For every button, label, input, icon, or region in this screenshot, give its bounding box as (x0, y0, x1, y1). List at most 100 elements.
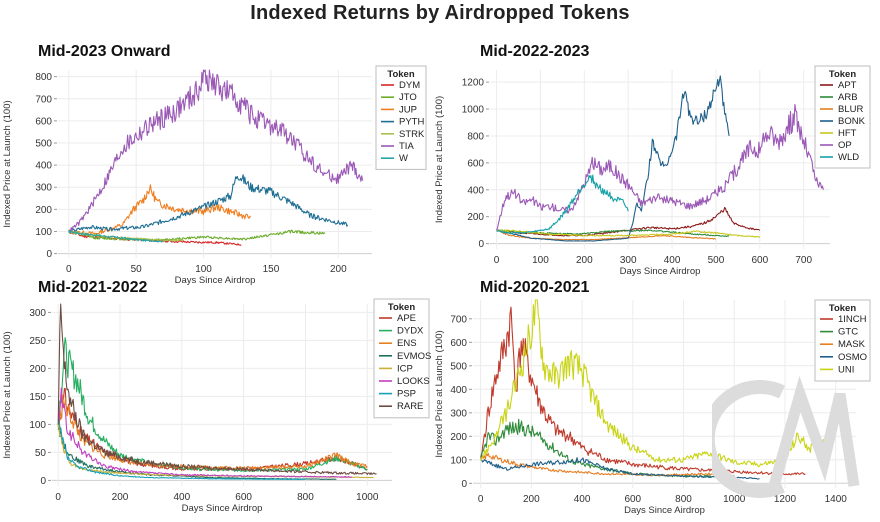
y-axis-label: Indexed Price at Launch (100) (434, 330, 445, 457)
series-line-osmo (480, 457, 760, 480)
x-axis-label: Days Since Airdrop (175, 275, 256, 286)
y-tick-label: 200 (29, 364, 46, 375)
panel-title: Mid-2022-2023 (480, 43, 589, 60)
y-tick-label: 100 (29, 420, 46, 431)
x-tick-label: 0 (478, 494, 484, 505)
y-tick-label: 200 (450, 432, 467, 443)
x-axis-label: Days Since Airdrop (620, 266, 701, 277)
x-tick-label: 200 (112, 492, 129, 503)
series-line-pyth (68, 174, 349, 233)
legend-entry: HFT (838, 128, 857, 139)
legend-entry: W (399, 153, 408, 164)
legend-entry: GTC (838, 327, 858, 338)
series-line-op (496, 103, 824, 231)
legend-entry: BONK (838, 116, 866, 127)
y-tick-label: 600 (467, 158, 484, 169)
legend-entry: ARB (838, 92, 858, 103)
panel-title: Mid-2020-2021 (480, 279, 589, 296)
legend-entry: 1INCH (838, 314, 867, 325)
series-line-mask (480, 452, 735, 478)
y-tick-label: 600 (450, 338, 467, 349)
y-tick-label: 400 (467, 185, 484, 196)
series-line-w (68, 230, 164, 243)
legend-entry: JUP (399, 104, 417, 115)
x-tick-label: 800 (675, 494, 692, 505)
y-axis-label: Indexed Price at Launch (100) (434, 96, 445, 223)
x-tick-label: 100 (195, 264, 212, 275)
series-line-hft (496, 229, 760, 238)
y-axis-label: Indexed Price at Launch (100) (2, 100, 13, 227)
legend-entry: UNI (838, 364, 854, 375)
legend-entry: APT (838, 80, 857, 91)
y-tick-label: 100 (450, 455, 467, 466)
y-tick-label: 0 (40, 476, 46, 487)
series-line-dydx (57, 337, 368, 472)
legend-entry: DYDX (397, 326, 424, 337)
x-tick-label: 400 (664, 255, 681, 266)
y-tick-label: 700 (450, 314, 467, 325)
series-line-1inch (480, 306, 806, 476)
x-tick-label: 200 (523, 494, 540, 505)
x-tick-label: 600 (235, 492, 252, 503)
y-tick-label: 0 (46, 249, 52, 260)
series-line-tia (68, 69, 364, 234)
legend-entry: WLD (838, 152, 859, 163)
legend-entry: MASK (838, 339, 866, 350)
x-tick-label: 100 (532, 255, 549, 266)
series-line-wld (496, 174, 629, 235)
legend-entry: DYM (399, 80, 420, 91)
panel-1: Mid-2023 Onward0100200300400500600700800… (2, 43, 427, 286)
legend-entry: PSP (397, 389, 416, 400)
panel-3: Mid-2021-2022 0 50 100 150 200 250 300 0 200 400 60… (2, 279, 431, 514)
legend-entry: RARE (397, 401, 423, 412)
series-line-jup (68, 184, 252, 235)
legend-entry: JTO (399, 92, 417, 103)
y-tick-label: 300 (450, 408, 467, 419)
x-tick-label: 800 (297, 492, 314, 503)
y-tick-label: 50 (35, 448, 47, 459)
series-line-uni (480, 299, 829, 468)
legend-title: Token (829, 303, 856, 314)
legend-entry: EVMOS (397, 351, 431, 362)
legend-box (375, 65, 427, 170)
series-line-bonk (496, 75, 730, 242)
x-tick-label: 200 (576, 255, 593, 266)
y-tick-label: 500 (450, 361, 467, 372)
x-tick-label: 600 (751, 255, 768, 266)
x-tick-label: 1000 (723, 494, 746, 505)
series-line-ens (57, 394, 368, 470)
legend-entry: BLUR (838, 104, 863, 115)
legend-box (814, 65, 871, 169)
series-line-arb (496, 229, 730, 238)
y-tick-label: 700 (35, 94, 52, 105)
x-tick-label: 600 (624, 494, 641, 505)
y-tick-label: 400 (35, 161, 52, 172)
y-tick-label: 200 (35, 205, 52, 216)
series-line-psp (57, 421, 306, 480)
y-tick-label: 800 (35, 72, 52, 83)
panel-title: Mid-2021-2022 (38, 279, 147, 296)
y-tick-label: 600 (35, 116, 52, 127)
y-tick-label: 300 (29, 308, 46, 319)
legend-title: Token (387, 69, 414, 80)
series-line-looks (57, 387, 352, 478)
panel-2: Mid-2022-2023 0 200 400 600 800 1000 1200 0 100 20… (434, 43, 871, 277)
legend-entry: OP (838, 140, 852, 151)
x-tick-label: 150 (263, 264, 280, 275)
legend-entry: ICP (397, 363, 413, 374)
x-tick-label: 1200 (774, 494, 797, 505)
x-tick-label: 200 (330, 264, 347, 275)
y-tick-label: 0 (461, 479, 467, 490)
y-tick-label: 300 (35, 183, 52, 194)
cm-watermark-logo-icon (712, 375, 860, 498)
legend-entry: LOOKS (397, 376, 430, 387)
y-tick-label: 400 (450, 385, 467, 396)
x-tick-label: 0 (55, 492, 61, 503)
legend-entry: OSMO (838, 352, 867, 363)
legend-entry: PYTH (399, 117, 424, 128)
x-axis-label: Days Since Airdrop (624, 505, 705, 516)
legend-title: Token (388, 302, 415, 313)
y-tick-label: 800 (467, 131, 484, 142)
legend-entry: ENS (397, 338, 417, 349)
